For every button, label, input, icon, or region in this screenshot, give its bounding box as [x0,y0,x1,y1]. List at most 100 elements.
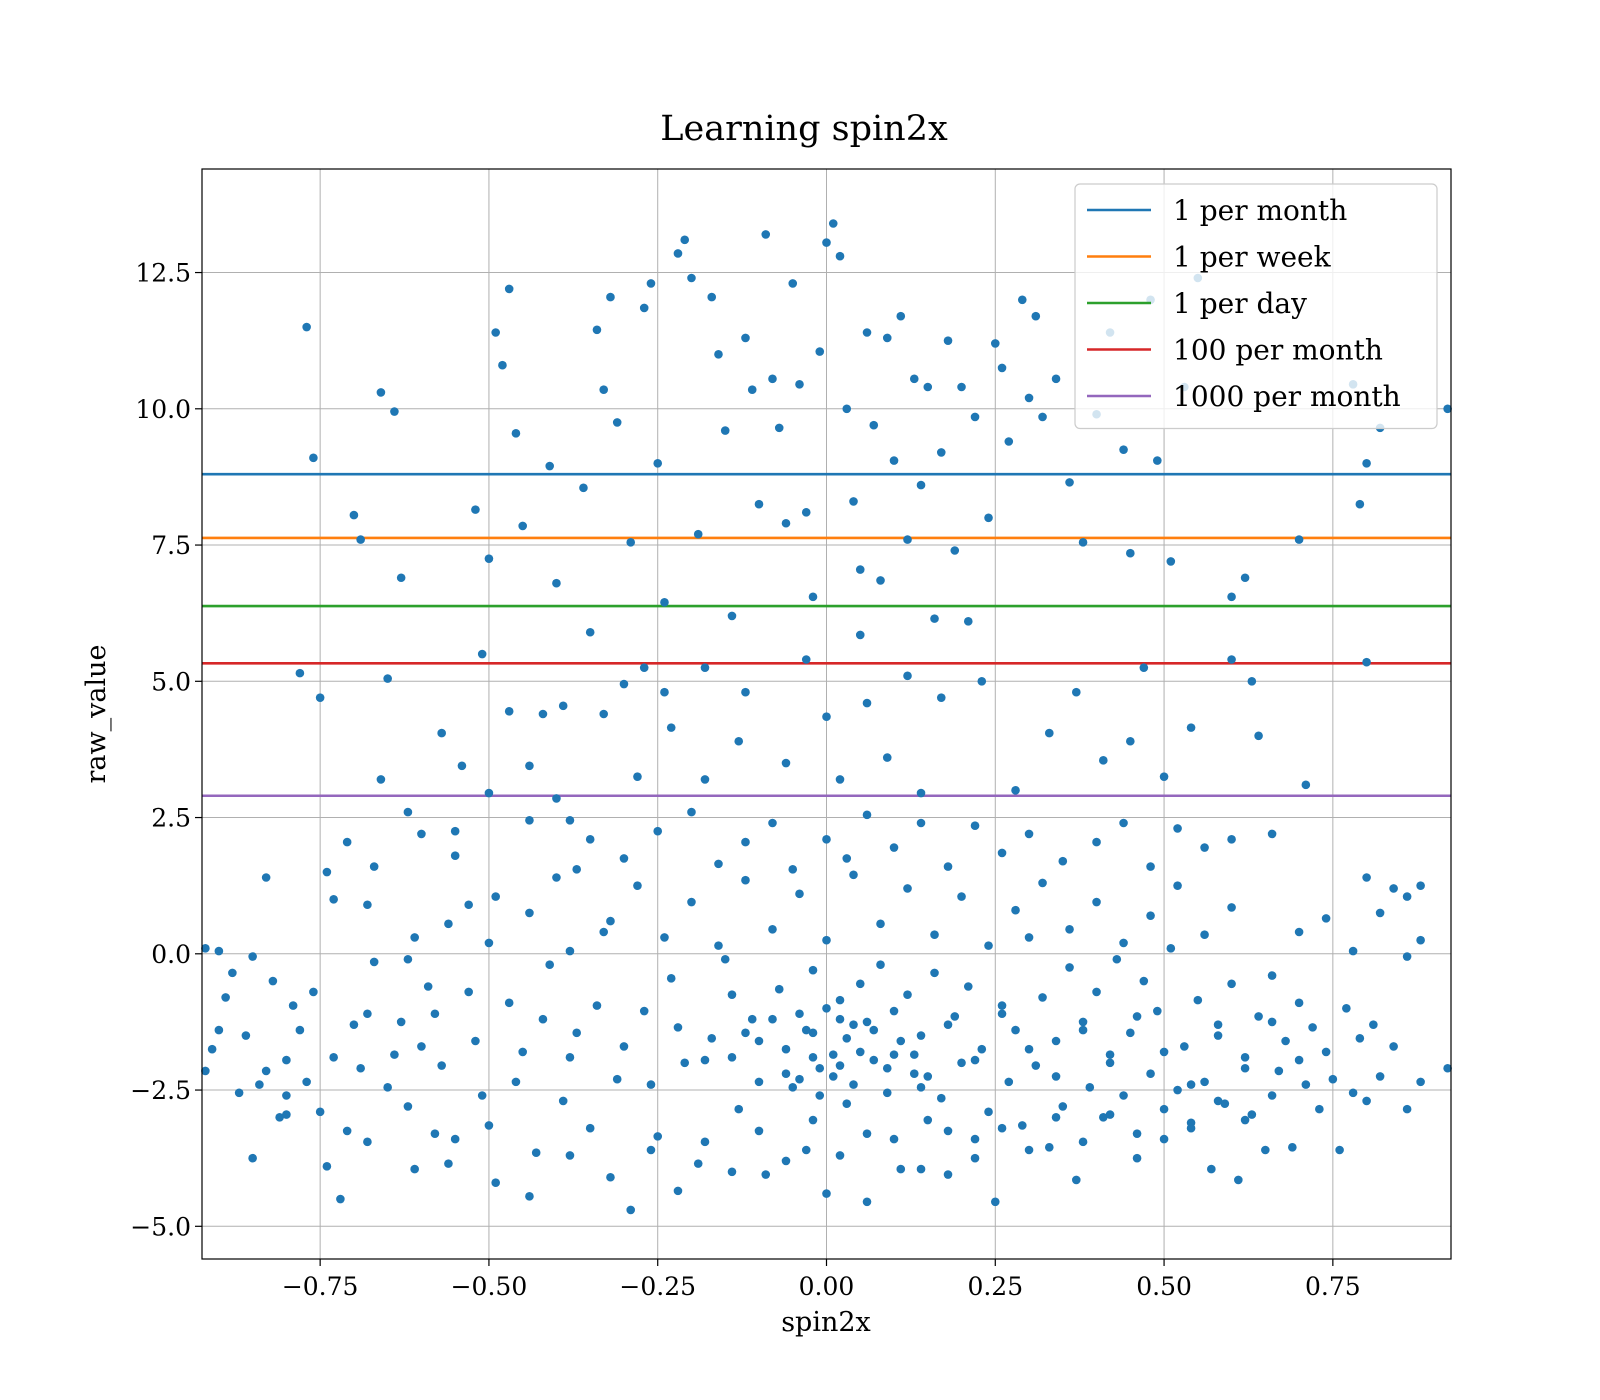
scatter-point [626,538,636,547]
scatter-point [741,687,750,697]
scatter-point [943,336,953,345]
scatter-point [943,1126,953,1136]
scatter-point [828,1072,838,1081]
scatter-point [241,1031,251,1040]
scatter-point [477,649,487,659]
scatter-point [261,873,271,882]
scatter-point [1105,1110,1115,1119]
scatter-point [477,1091,487,1100]
legend-label: 1 per day [1173,287,1307,320]
scatter-point [700,1137,710,1147]
scatter-point [369,862,379,871]
scatter-point [1342,1004,1351,1013]
scatter-point [943,862,953,871]
scatter-point [774,423,784,433]
scatter-point [1375,1072,1385,1081]
scatter-point [1024,933,1034,942]
scatter-point [390,407,399,416]
scatter-point [1004,437,1014,446]
scatter-point [369,957,379,967]
scatter-point [585,835,595,844]
scatter-point [1078,1025,1088,1035]
scatter-point [828,1050,838,1059]
scatter-point [1416,935,1425,945]
scatter-point [815,1063,825,1073]
scatter-point [356,1063,365,1073]
scatter-point [1099,756,1108,765]
scatter-point [1044,728,1054,738]
scatter-point [565,1053,575,1062]
scatter-point [1227,835,1236,844]
scatter-point [997,1123,1007,1133]
scatter-point [862,810,872,820]
scatter-point [1051,374,1061,384]
scatter-point [747,1014,757,1024]
scatter-point [383,674,392,683]
x-tick-label: 0.50 [1136,1272,1192,1301]
scatter-point [1159,1134,1169,1144]
scatter-point [761,230,771,239]
scatter-point [390,1050,399,1059]
scatter-point [1402,1104,1412,1114]
scatter-point [1281,1036,1290,1046]
scatter-point [660,933,669,942]
scatter-point [1315,1104,1324,1114]
scatter-point [889,843,899,852]
scatter-point [498,360,507,370]
scatter-point [1072,687,1081,697]
scatter-point [471,505,480,514]
scatter-point [1180,1042,1189,1051]
scatter-point [457,761,467,771]
scatter-point [282,1055,291,1065]
scatter-point [295,668,305,678]
scatter-point [214,946,224,956]
scatter-point [916,1031,926,1040]
scatter-point [822,935,831,945]
scatter-point [309,987,318,997]
scatter-point [849,1020,858,1029]
scatter-point [349,510,359,520]
scatter-point [612,418,622,427]
scatter-point [788,279,798,288]
scatter-point [464,987,473,997]
scatter-point [572,1028,581,1038]
scatter-point [1247,1110,1257,1119]
scatter-point [741,333,750,343]
scatter-point [646,1145,656,1155]
y-tick-label: 10.0 [135,395,191,424]
scatter-point [916,480,926,490]
scatter-point [855,1047,865,1057]
y-tick-label: 5.0 [151,667,191,696]
scatter-point [1024,393,1034,403]
scatter-point [1126,736,1135,746]
scatter-point [1011,786,1020,795]
scatter-point [666,723,676,732]
x-tick-label: 0.25 [967,1272,1023,1301]
scatter-point [1362,657,1371,667]
scatter-point [504,706,514,716]
legend-box [1074,183,1438,430]
scatter-point [599,385,609,395]
scatter-point [1362,873,1371,882]
scatter-point [633,881,642,890]
legend-label: 100 per month [1173,334,1383,367]
scatter-point [997,1009,1007,1019]
scatter-point [687,273,696,283]
scatter-point [282,1110,291,1119]
scatter-point [747,385,757,395]
scatter-point [896,1164,906,1174]
scatter-point [1213,1020,1223,1029]
scatter-point [1031,311,1041,321]
scatter-point [1146,1069,1155,1078]
scatter-point [1294,535,1304,544]
scatter-point [302,1077,311,1087]
scatter-point [970,821,980,831]
scatter-point [1267,1091,1277,1100]
scatter-point [585,627,595,637]
scatter-point [896,1036,906,1046]
scatter-point [491,328,500,337]
scatter-point [754,1077,764,1087]
scatter-point [484,788,494,798]
threshold-lines [202,472,1451,798]
scatter-point [957,892,966,901]
